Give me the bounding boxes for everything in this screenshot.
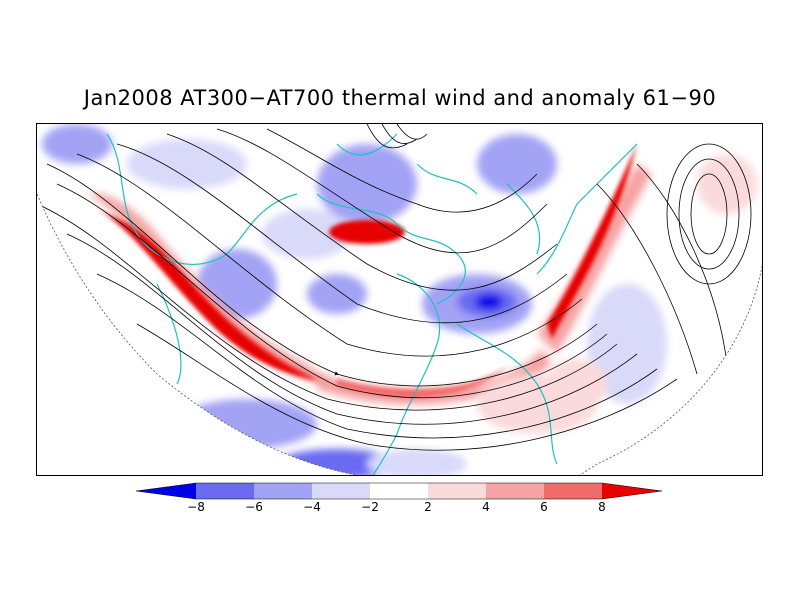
colorbar-tick-label: −8	[187, 500, 205, 514]
chart-title: Jan2008 AT300−AT700 thermal wind and ano…	[83, 86, 717, 110]
colorbar-tick-label: 2	[424, 500, 432, 514]
colorbar-seg-neg4	[136, 483, 196, 499]
colorbar-seg-pos4	[602, 483, 662, 499]
colorbar	[136, 482, 663, 500]
colorbar-tick-label: −2	[361, 500, 379, 514]
coastlines	[106, 133, 638, 475]
streamlines	[37, 124, 752, 451]
colorbar-tick-label: −4	[303, 500, 321, 514]
colorbar-tick-label: −6	[245, 500, 263, 514]
colorbar-seg-neg3	[196, 483, 254, 499]
domain-outline	[37, 193, 762, 475]
colorbar-tick-label: 4	[482, 500, 490, 514]
map-panel	[36, 123, 763, 476]
anomaly-map	[37, 124, 762, 475]
colorbar-seg-zero	[370, 483, 428, 499]
colorbar-seg-neg2	[254, 483, 312, 499]
colorbar-seg-pos2	[486, 483, 544, 499]
colorbar-seg-neg1	[312, 483, 370, 499]
colorbar-seg-pos3	[544, 483, 602, 499]
colorbar-tick-label: 6	[540, 500, 548, 514]
negative-anomaly-shading	[42, 124, 667, 475]
colorbar-seg-pos1	[428, 483, 486, 499]
colorbar-tick-label: 8	[598, 500, 606, 514]
